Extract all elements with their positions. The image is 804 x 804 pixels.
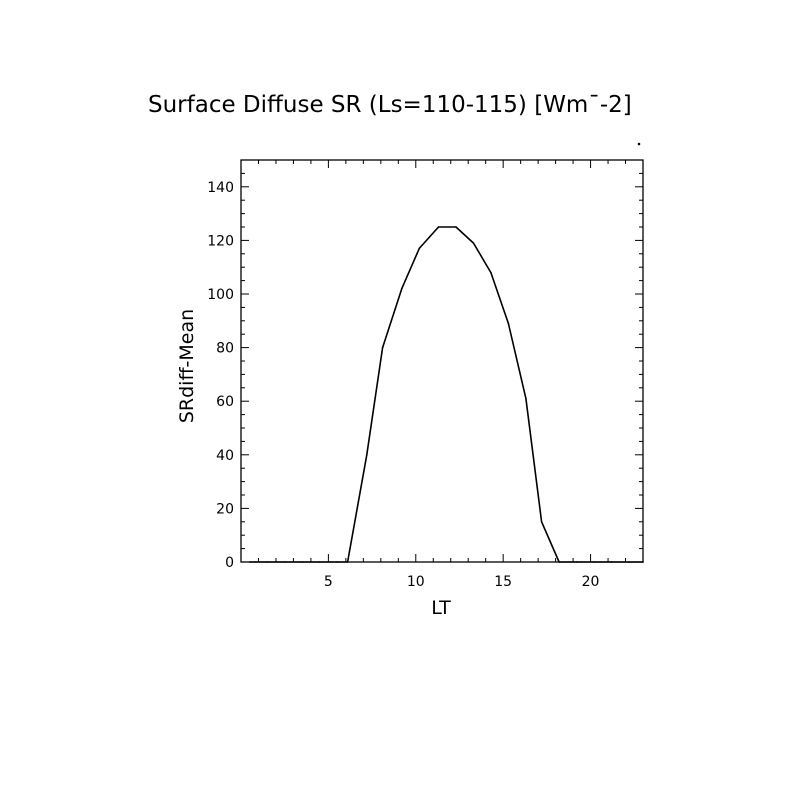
data-point [346,561,349,563]
data-point [455,226,457,228]
data-point [525,397,527,400]
data-point [490,271,492,274]
corner-dot [637,142,641,146]
data-point [593,561,595,563]
data-point [610,561,613,563]
data-point [558,561,560,563]
data-point [472,242,475,244]
data-point [642,561,644,563]
data-point [575,561,578,563]
y-tick-label: 140 [207,180,234,196]
data-point [381,346,384,349]
data-point [336,561,338,563]
y-tick-label: 0 [225,555,234,571]
data-point [418,247,421,250]
series-line [249,226,643,563]
data-point [318,561,321,563]
x-axis-label: LT [431,597,451,619]
data-point [437,226,440,228]
plot-frame [240,159,644,563]
data-point [248,561,251,563]
data-point [628,561,630,563]
y-axis-label: SRdiff-Mean [176,309,198,423]
y-tick-label: 40 [216,448,234,464]
data-point [266,561,269,563]
y-tick-label: 100 [207,287,234,303]
y-tick-label: 80 [216,341,234,357]
x-tick-label: 5 [324,574,333,590]
x-tick-label: 10 [407,574,425,590]
data-point [401,287,403,290]
y-tick-label: 120 [207,233,234,249]
data-point [283,561,286,563]
x-tick-label: 15 [494,574,512,590]
data-point [366,454,368,456]
data-point [507,322,510,325]
y-tick-label: 60 [216,394,234,410]
data-point [540,521,543,523]
y-tick-label: 20 [216,501,234,517]
data-point [301,561,303,563]
x-tick-label: 20 [582,574,600,590]
chart-title: Surface Diffuse SR (Ls=110-115) [Wm¯-2] [148,92,632,118]
